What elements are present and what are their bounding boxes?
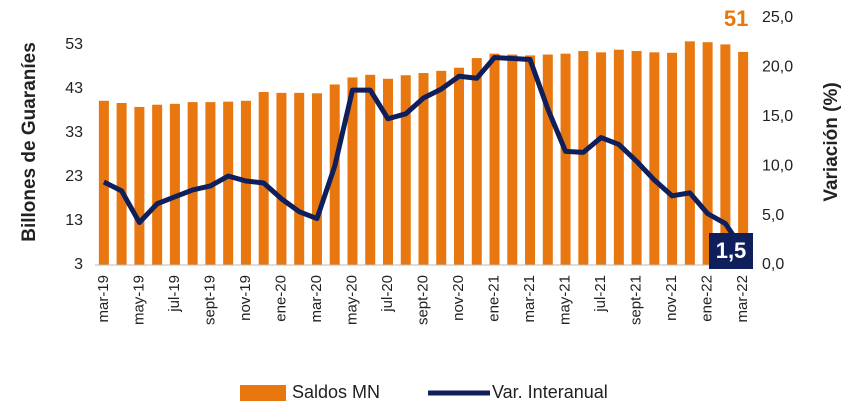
bar: [187, 102, 198, 265]
y-axis-title: Billones de Guaraníes: [19, 42, 40, 242]
bar: [436, 70, 447, 265]
y2-tick-label: 25,0: [762, 9, 793, 26]
x-tick-label: mar-22: [734, 275, 751, 323]
y-tick-label: 33: [65, 124, 83, 141]
x-tick-label: sept-19: [201, 275, 218, 325]
bar: [507, 54, 518, 265]
bar: [276, 92, 287, 266]
y2-axis-title: Variación (%): [821, 82, 842, 201]
bar: [525, 55, 536, 266]
y2-tick-label: 5,0: [762, 207, 784, 224]
bar: [471, 58, 482, 266]
bar: [542, 54, 553, 265]
bar: [720, 44, 731, 265]
y2-tick-label: 15,0: [762, 108, 793, 125]
bar: [560, 53, 571, 265]
x-tick-label: ene-21: [485, 275, 502, 322]
bar-value-label: 51: [724, 6, 748, 31]
bar: [667, 52, 678, 265]
bar: [702, 42, 713, 266]
bar: [454, 67, 465, 265]
x-tick-label: mar-19: [95, 275, 112, 323]
y-tick-label: 53: [65, 36, 83, 53]
x-tick-label: jul-21: [592, 275, 609, 313]
bar: [347, 77, 358, 265]
bar: [329, 84, 340, 265]
x-tick-label: may-19: [130, 275, 147, 325]
bar: [311, 93, 322, 265]
bar: [684, 41, 695, 266]
bar: [382, 78, 393, 265]
bar: [613, 49, 624, 266]
y-tick-label: 43: [65, 80, 83, 97]
bar: [134, 106, 145, 265]
x-tick-label: mar-21: [521, 275, 538, 323]
bar: [418, 73, 429, 266]
bar: [116, 102, 127, 266]
bar: [400, 75, 411, 265]
bar: [169, 103, 180, 265]
legend-label: Var. Interanual: [492, 382, 608, 402]
bar: [649, 52, 660, 265]
x-tick-label: mar-20: [308, 275, 325, 323]
bar: [152, 104, 163, 266]
bar: [596, 52, 607, 265]
y-tick-label: 13: [65, 212, 83, 229]
legend-swatch: [240, 385, 286, 401]
legend-label: Saldos MN: [292, 382, 380, 402]
y2-tick-label: 0,0: [762, 256, 784, 273]
y-tick-label: 3: [74, 256, 83, 273]
bar: [489, 53, 500, 265]
line-value-label: 1,5: [716, 238, 747, 263]
y2-tick-label: 10,0: [762, 157, 793, 174]
bar: [223, 101, 234, 265]
x-tick-label: sept-20: [414, 275, 431, 325]
bar: [578, 51, 589, 265]
x-tick-label: nov-20: [450, 275, 467, 321]
y-tick-label: 23: [65, 168, 83, 185]
line: [102, 55, 746, 252]
x-tick-label: nov-19: [237, 275, 254, 321]
bar: [294, 92, 305, 266]
x-tick-label: ene-22: [699, 275, 716, 322]
bar: [365, 74, 376, 266]
x-tick-label: jul-19: [166, 275, 183, 313]
bar: [258, 91, 269, 265]
value-label-box: [709, 233, 753, 269]
bar: [738, 51, 749, 265]
y2-tick-label: 20,0: [762, 59, 793, 76]
x-tick-label: may-21: [557, 275, 574, 325]
x-tick-label: may-20: [343, 275, 360, 325]
x-tick-label: sept-21: [628, 275, 645, 325]
x-tick-label: jul-20: [379, 275, 396, 313]
x-tick-label: nov-21: [663, 275, 680, 321]
x-tick-label: ene-20: [272, 275, 289, 322]
